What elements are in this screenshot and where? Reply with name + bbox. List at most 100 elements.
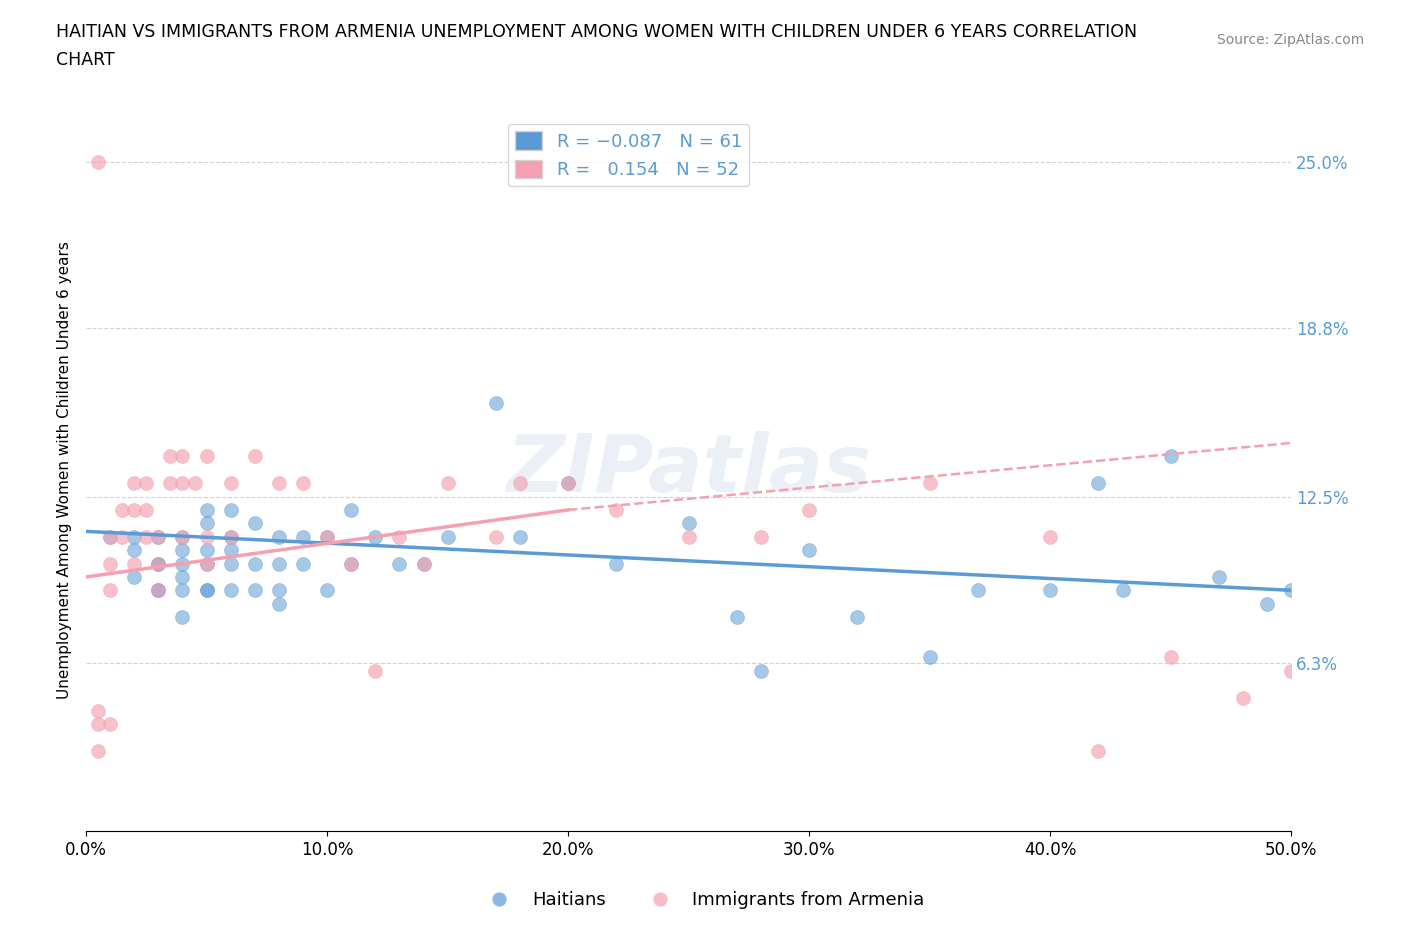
Point [148,529,170,544]
Point [219,502,242,517]
Point [243,583,266,598]
Point [135,476,157,491]
Point [364,663,387,678]
Point [87,154,110,169]
Point [219,583,242,598]
Point [1111,583,1133,598]
Point [172,583,194,598]
Point [749,663,772,678]
Point [98,717,121,732]
Point [267,596,290,611]
Point [1256,596,1278,611]
Point [124,556,146,571]
Point [1039,583,1062,598]
Point [316,529,339,544]
Point [219,529,242,544]
Point [267,556,290,571]
Point [509,529,531,544]
Text: Source: ZipAtlas.com: Source: ZipAtlas.com [1216,33,1364,46]
Point [172,569,194,584]
Point [219,543,242,558]
Point [485,529,508,544]
Point [159,449,181,464]
Point [557,476,579,491]
Point [388,529,411,544]
Point [172,529,194,544]
Point [172,529,194,544]
Point [124,529,146,544]
Point [195,583,218,598]
Point [195,543,218,558]
Point [316,583,339,598]
Point [1160,650,1182,665]
Text: CHART: CHART [56,51,115,69]
Point [557,476,579,491]
Point [195,449,218,464]
Point [316,529,339,544]
Point [1232,690,1254,705]
Point [678,529,700,544]
Point [292,476,315,491]
Point [195,529,218,544]
Point [172,449,194,464]
Point [1087,476,1109,491]
Point [243,449,266,464]
Point [749,529,772,544]
Point [195,583,218,598]
Point [678,516,700,531]
Text: ZIPatlas: ZIPatlas [506,431,872,509]
Point [1279,583,1302,598]
Point [195,516,218,531]
Point [124,502,146,517]
Point [1208,569,1230,584]
Point [267,476,290,491]
Point [967,583,990,598]
Point [98,556,121,571]
Point [799,502,821,517]
Point [148,556,170,571]
Point [98,529,121,544]
Point [725,610,748,625]
Point [172,556,194,571]
Point [87,717,110,732]
Point [364,529,387,544]
Point [87,744,110,759]
Legend: R = −0.087   N = 61, R =   0.154   N = 52: R = −0.087 N = 61, R = 0.154 N = 52 [508,125,749,186]
Point [172,610,194,625]
Point [219,476,242,491]
Point [148,583,170,598]
Point [918,650,941,665]
Point [148,556,170,571]
Point [135,529,157,544]
Point [388,556,411,571]
Point [195,556,218,571]
Point [148,583,170,598]
Point [799,543,821,558]
Point [340,556,363,571]
Point [98,583,121,598]
Point [195,556,218,571]
Y-axis label: Unemployment Among Women with Children Under 6 years: Unemployment Among Women with Children U… [58,241,72,698]
Point [148,583,170,598]
Point [605,556,627,571]
Point [111,502,134,517]
Point [159,476,181,491]
Point [436,476,458,491]
Point [124,543,146,558]
Point [124,569,146,584]
Point [846,610,869,625]
Point [267,529,290,544]
Point [605,502,627,517]
Point [292,529,315,544]
Point [412,556,434,571]
Point [1039,529,1062,544]
Point [412,556,434,571]
Point [1160,449,1182,464]
Point [436,529,458,544]
Point [243,516,266,531]
Point [1087,744,1109,759]
Point [219,556,242,571]
Point [918,476,941,491]
Point [135,502,157,517]
Point [172,476,194,491]
